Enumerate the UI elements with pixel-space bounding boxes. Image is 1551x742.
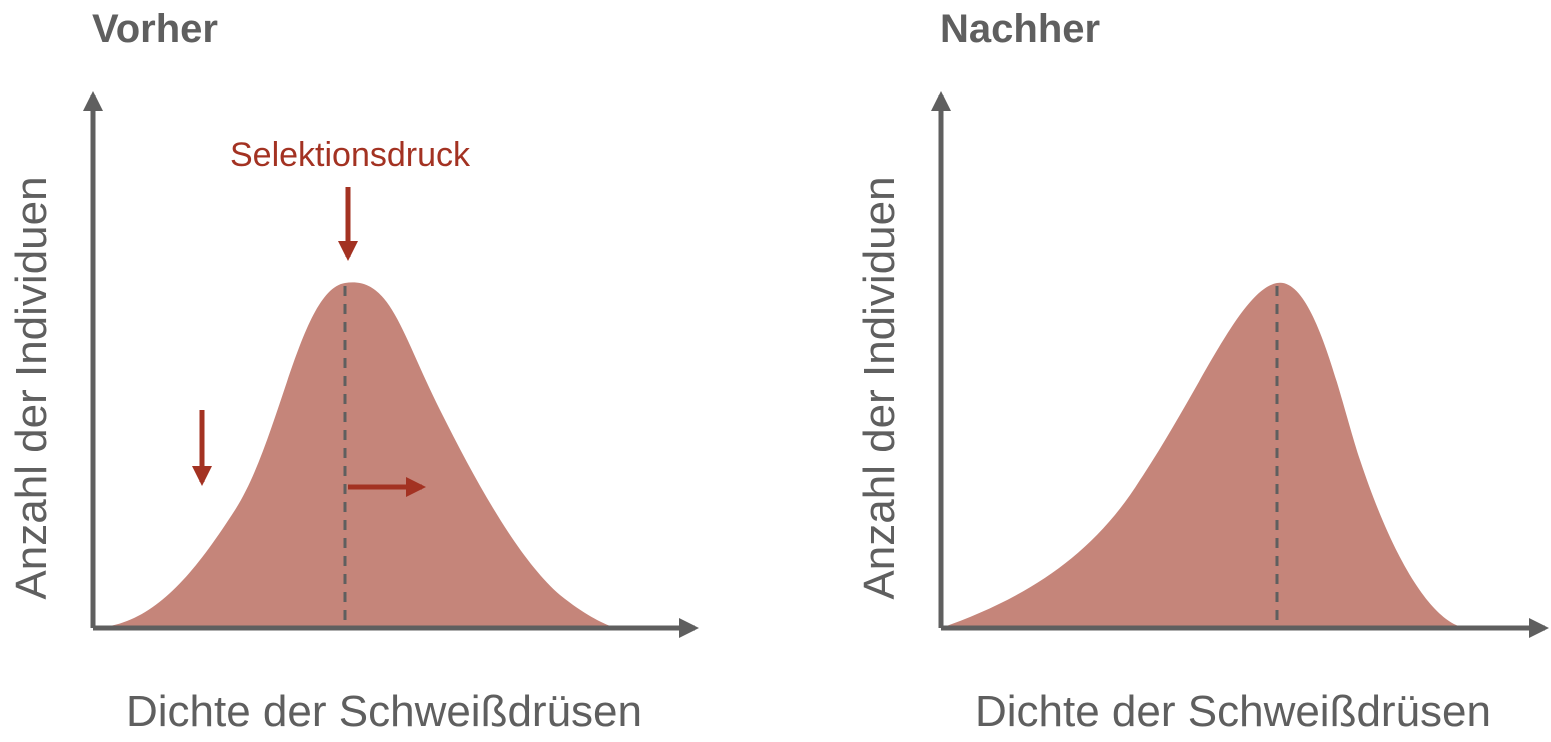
x-axis-label: Dichte der Schweißdrüsen [126, 687, 642, 736]
x-axis-label: Dichte der Schweißdrüsen [975, 687, 1491, 736]
panel-before: Vorher Anzahl der Individuen Dichte der … [7, 7, 699, 736]
distribution-curve [941, 282, 1467, 628]
panel-after: Nachher Anzahl der Individuen Dichte der… [855, 7, 1549, 736]
y-axis-label: Anzahl der Individuen [7, 176, 56, 599]
panel-title: Vorher [92, 7, 218, 51]
panel-title: Nachher [940, 7, 1100, 51]
annotation: Selektionsdruck [230, 136, 471, 174]
distribution-curve [93, 282, 615, 628]
y-axis-label: Anzahl der Individuen [855, 176, 904, 599]
